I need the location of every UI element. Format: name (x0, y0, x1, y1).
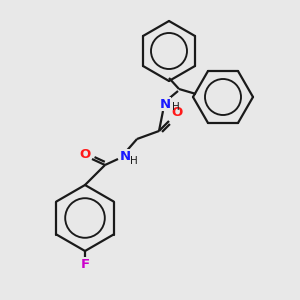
Text: N: N (119, 149, 130, 163)
Text: O: O (171, 106, 183, 119)
Text: N: N (159, 98, 171, 110)
Text: O: O (80, 148, 91, 161)
Text: H: H (130, 156, 138, 166)
Text: F: F (80, 257, 90, 271)
Text: H: H (172, 102, 180, 112)
